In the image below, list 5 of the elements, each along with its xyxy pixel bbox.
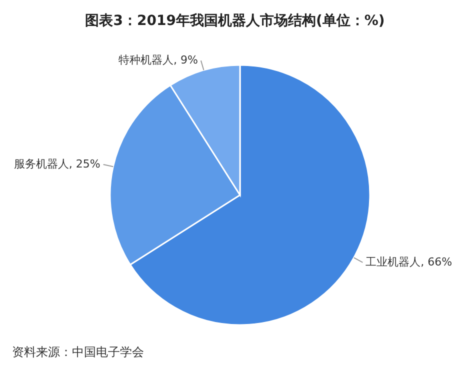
slice-label: 服务机器人, 25% (14, 157, 100, 170)
slice-label: 特种机器人, 9% (118, 54, 198, 67)
text: 资料来源：中国电子学会 (12, 345, 144, 359)
chart-title: 图表3：2019年我国机器人市场结构(单位：%) (85, 12, 385, 29)
slice-label: 工业机器人, 66% (366, 255, 452, 268)
